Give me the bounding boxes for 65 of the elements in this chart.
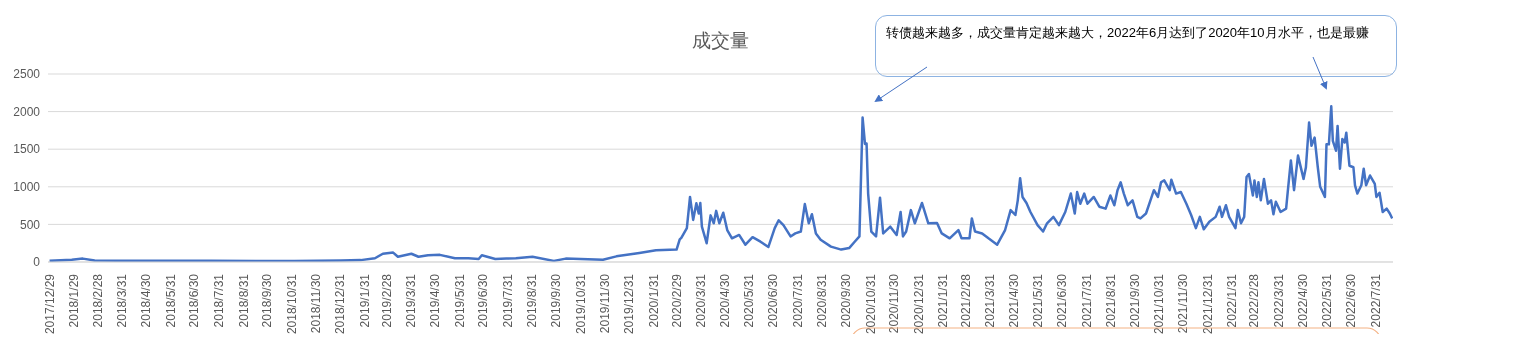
x-tick-label: 2019/7/31 [500,273,515,328]
x-tick-label: 2020/10/31 [863,273,878,335]
y-tick-label: 1000 [13,180,41,195]
x-tick-label: 2021/4/30 [1006,273,1021,328]
x-tick-label: 2021/6/30 [1055,273,1070,328]
x-tick-label: 2018/6/30 [187,273,202,328]
x-tick-label: 2018/9/30 [260,273,275,328]
x-tick-label: 2020/2/29 [669,273,684,328]
x-tick-label: 2018/7/31 [211,273,226,328]
x-tick-label: 2018/3/31 [115,273,130,328]
x-tick-label: 2019/9/30 [549,273,564,328]
x-tick-label: 2018/10/31 [284,273,299,335]
x-tick-label: 2020/4/30 [717,273,732,328]
y-tick-label: 500 [19,217,41,232]
x-tick-label: 2021/10/31 [1152,273,1167,335]
x-tick-label: 2022/7/31 [1368,273,1383,328]
x-tick-label: 2020/11/30 [887,273,902,334]
x-tick-label: 2021/2/28 [958,273,973,328]
x-tick-label: 2019/1/31 [357,273,372,328]
x-tick-label: 2021/5/31 [1031,273,1046,328]
x-tick-label: 2020/7/31 [790,273,805,328]
x-tick-label: 2018/8/31 [236,273,251,328]
x-tick-label: 2019/6/30 [476,273,491,328]
chart-title: 成交量 [692,30,749,51]
x-tick-label: 2019/4/30 [428,273,443,328]
x-tick-label: 2018/11/30 [308,273,323,334]
x-tick-label: 2020/9/30 [838,273,853,328]
x-tick-label: 2021/11/30 [1176,273,1191,334]
x-tick-label: 2018/5/31 [163,273,178,328]
x-tick-label: 2022/5/31 [1320,273,1335,328]
x-tick-label: 2018/4/30 [139,273,154,328]
x-tick-label: 2019/11/30 [597,273,612,334]
x-tick-label: 2019/8/31 [525,273,540,328]
x-tick-label: 2022/3/31 [1272,273,1286,328]
x-tick-label: 2021/7/31 [1079,273,1094,328]
x-tick-label: 2020/1/31 [646,273,661,328]
x-tick-label: 2017/12/29 [42,273,57,335]
y-tick-label: 1500 [13,142,41,157]
x-tick-label: 2019/5/31 [452,273,467,328]
x-tick-label: 2022/2/28 [1247,273,1262,328]
x-tick-label: 2022/4/30 [1295,273,1310,328]
x-tick-label: 2018/2/28 [90,273,105,328]
x-tick-label: 2019/10/31 [573,273,588,335]
x-tick-label: 2018/12/31 [333,273,348,335]
x-tick-label: 2021/12/31 [1200,273,1215,335]
y-tick-label: 2500 [13,67,41,82]
line-series [48,105,1393,262]
x-tick-label: 2021/9/30 [1127,273,1142,328]
text: 转债越来越多，成交量肯定越来越大，2022年6月达到了2020年10月水平，也是最赚 [875,15,1397,77]
x-tick-label: 2020/6/30 [766,273,781,328]
x-tick-label: 2019/2/28 [379,273,394,328]
y-tick-label: 0 [33,255,41,270]
x-tick-label: 2020/3/31 [694,273,709,328]
x-tick-label: 2022/6/30 [1344,273,1359,328]
x-tick-label: 2021/1/31 [936,273,951,328]
x-tick-label: 2022/1/31 [1225,273,1240,328]
x-tick-label: 2020/12/31 [911,273,926,335]
x-tick-label: 2020/5/31 [742,273,757,328]
x-tick-label: 2020/8/31 [815,273,830,328]
x-tick-label: 2018/1/29 [67,273,82,328]
x-tick-label: 2019/3/31 [404,273,419,328]
x-tick-label: 2021/8/31 [1104,273,1119,328]
x-tick-label: 2019/12/31 [622,273,637,335]
y-tick-label: 2000 [13,104,41,119]
x-tick-label: 2021/3/31 [983,273,998,328]
